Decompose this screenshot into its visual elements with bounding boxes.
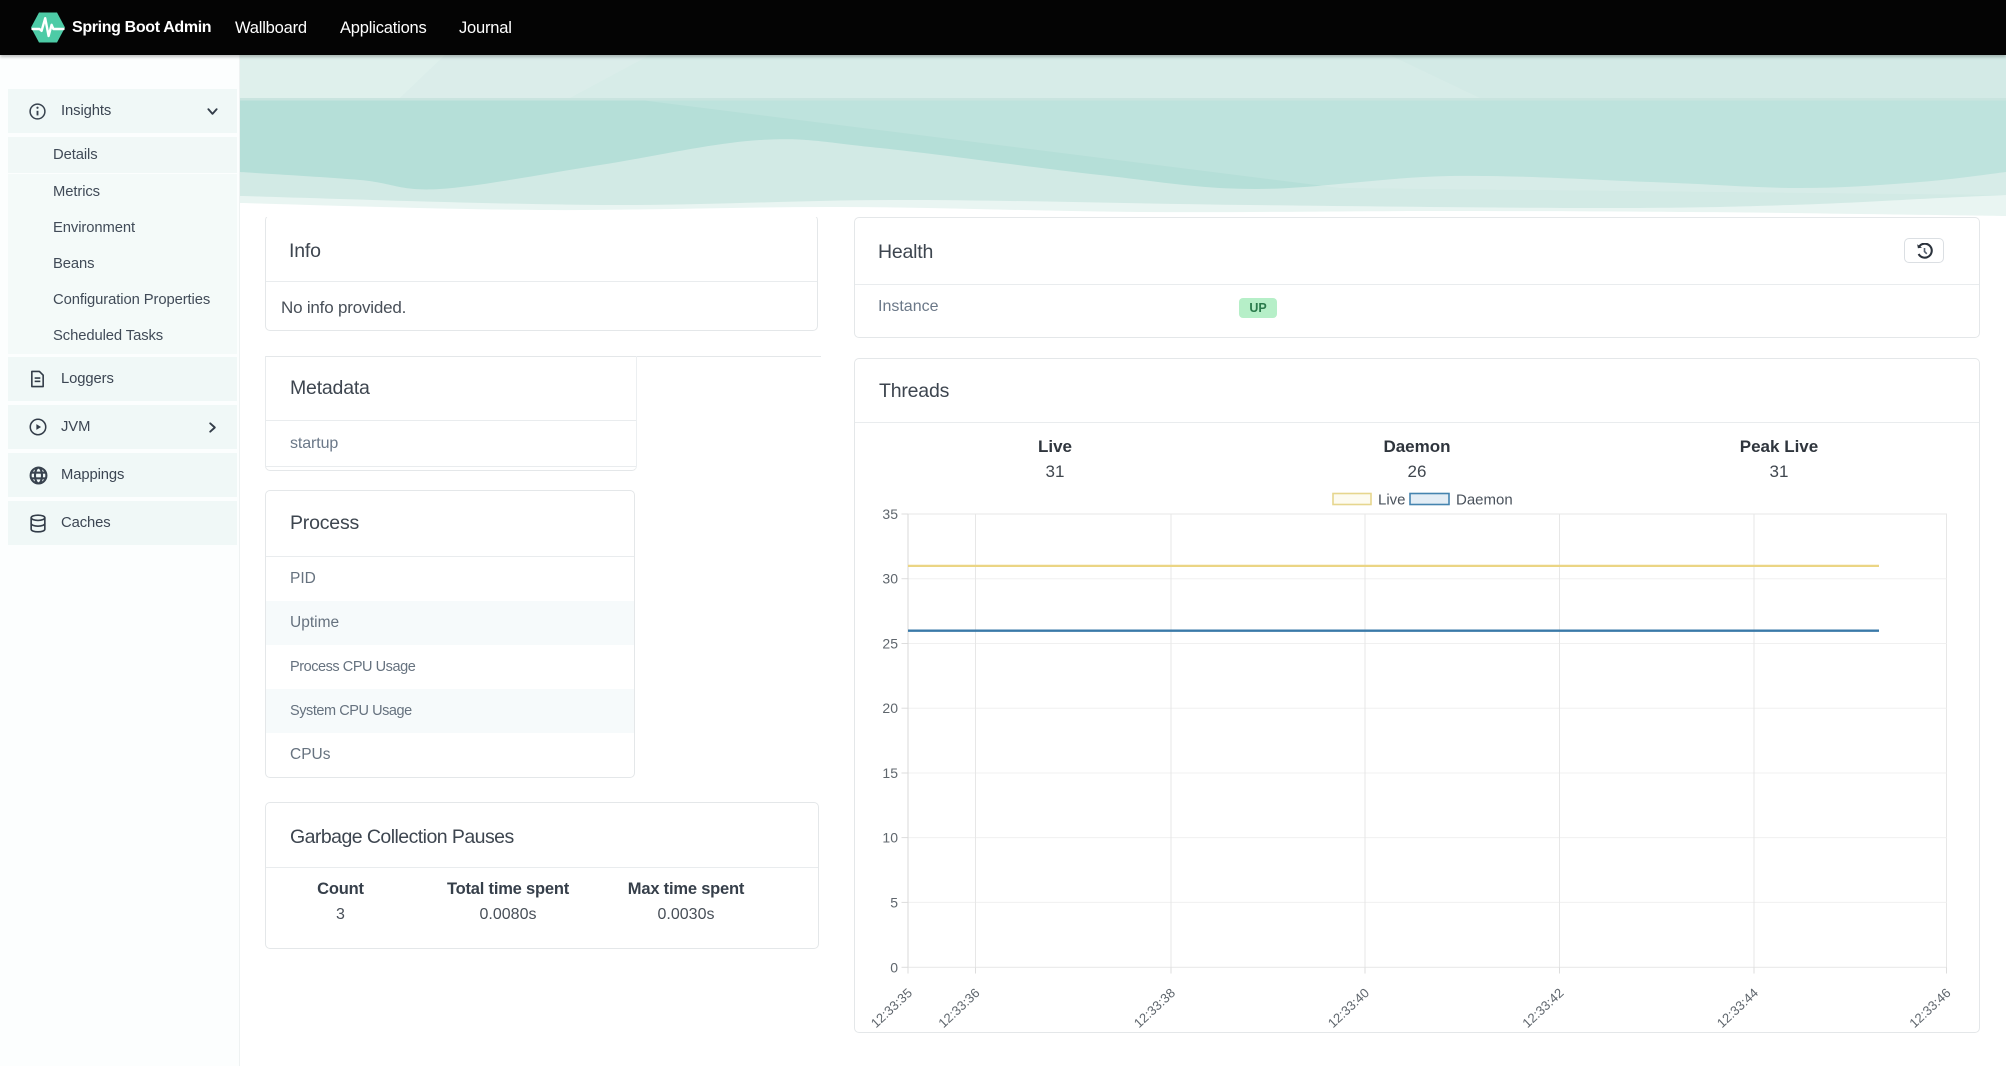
svg-text:Daemon: Daemon <box>1456 492 1513 509</box>
svg-text:12:33:35: 12:33:35 <box>868 985 915 1030</box>
svg-text:Live: Live <box>1378 492 1406 509</box>
svg-text:30: 30 <box>882 571 898 587</box>
svg-text:0: 0 <box>890 959 898 975</box>
svg-text:12:33:38: 12:33:38 <box>1131 985 1178 1030</box>
svg-text:10: 10 <box>882 830 898 846</box>
svg-text:20: 20 <box>882 700 898 716</box>
svg-text:35: 35 <box>882 506 898 522</box>
svg-text:12:33:42: 12:33:42 <box>1519 985 1566 1030</box>
svg-text:12:33:36: 12:33:36 <box>935 985 982 1030</box>
svg-text:5: 5 <box>890 894 898 910</box>
svg-text:25: 25 <box>882 636 898 652</box>
svg-text:15: 15 <box>882 765 898 781</box>
svg-text:12:33:40: 12:33:40 <box>1325 985 1372 1030</box>
svg-text:12:33:44: 12:33:44 <box>1714 985 1761 1030</box>
svg-text:12:33:46: 12:33:46 <box>1906 985 1953 1030</box>
